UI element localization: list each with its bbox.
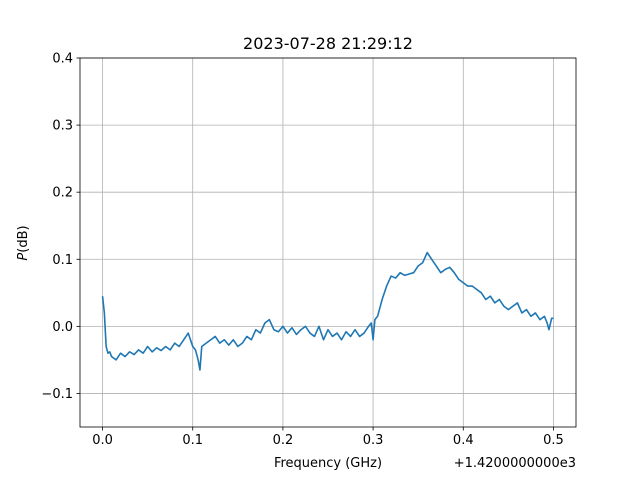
- y-axis-label-symbol: P: [16, 253, 31, 261]
- y-tick-label: 0.3: [52, 119, 73, 134]
- y-axis-label: P(dB): [16, 225, 31, 260]
- x-axis-label: Frequency (GHz): [274, 456, 382, 471]
- y-tick-label: −0.1: [41, 387, 73, 402]
- x-tick-label: 0.3: [363, 433, 384, 448]
- y-tick-label: 0.4: [52, 52, 73, 67]
- x-tick-label: 0.5: [543, 433, 564, 448]
- y-axis-label-unit: (dB): [16, 225, 31, 252]
- x-axis-offset: +1.4200000000e3: [454, 456, 576, 471]
- y-tick-label: 0.1: [52, 253, 73, 268]
- x-tick-label: 0.0: [92, 433, 113, 448]
- axis-ticks: 0.0 0.1 0.2 0.3 0.4 0.5 −0.1 0.0 0.1 0.2 0.3 0.4: [41, 52, 563, 449]
- x-tick-label: 0.1: [182, 433, 203, 448]
- data-series: [101, 251, 554, 371]
- y-tick-label: 0.0: [52, 320, 73, 335]
- plot-frame: [79, 57, 577, 428]
- power-series-line: [101, 251, 554, 371]
- y-tick-label: 0.2: [52, 186, 73, 201]
- x-tick-label: 0.2: [273, 433, 294, 448]
- chart-title: 2023-07-28 21:29:12: [243, 34, 413, 53]
- x-tick-label: 0.4: [453, 433, 474, 448]
